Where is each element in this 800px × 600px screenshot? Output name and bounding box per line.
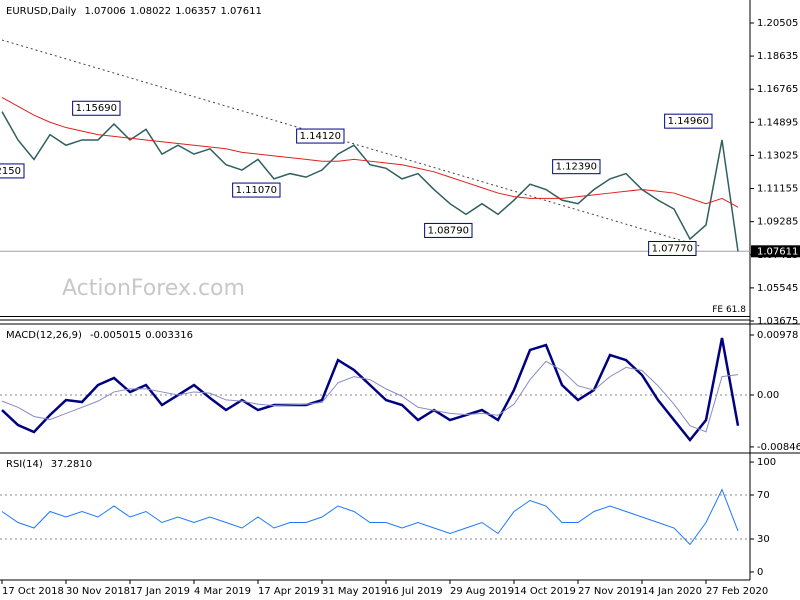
trendline: [1, 39, 701, 247]
y-tick-label: 70: [757, 490, 770, 501]
pane-readout: 37.2810: [51, 459, 92, 470]
pane-readout: 1.07006: [84, 6, 125, 17]
price-annotation: 1.08790: [428, 225, 469, 236]
pane-readout: -0.005015: [90, 330, 141, 341]
series-line: [1, 488, 739, 546]
current-price-box: [751, 245, 800, 258]
y-tick-label: 0: [757, 567, 763, 578]
x-tick-label: 17 Oct 2018: [2, 586, 64, 597]
annotation-box: [0, 163, 25, 179]
y-tick-label: -0.008464: [757, 442, 800, 453]
y-tick-label: 0.00978: [757, 330, 798, 341]
annotation-box: [648, 240, 697, 256]
pane-readout: 0.003316: [145, 330, 193, 341]
price-annotation: 1.12390: [556, 162, 597, 173]
price-annotation: 1.15690: [76, 103, 117, 114]
annotation-box: [664, 113, 713, 129]
series-line: [1, 337, 740, 443]
series-line: [1, 97, 739, 208]
y-tick-label: 1.11155: [757, 184, 798, 195]
pane-readout: 1.08022: [130, 6, 171, 17]
pane-readout: 1.06357: [175, 6, 216, 17]
price-annotation: 1.11070: [236, 185, 277, 196]
pane-title: MACD(12,26,9): [6, 330, 82, 341]
watermark: ActionForex.com: [62, 276, 245, 301]
x-tick-label: 27 Nov 2019: [578, 586, 642, 597]
x-tick-label: 16 Jul 2019: [386, 586, 443, 597]
y-tick-label: 30: [757, 534, 770, 545]
annotation-box: [296, 128, 345, 144]
pane-title: EURUSD,Daily: [6, 6, 77, 17]
x-tick-label: 27 Feb 2020: [706, 586, 768, 597]
pane-readout: 1.07611: [221, 6, 262, 17]
x-tick-label: 29 Aug 2019: [450, 586, 514, 597]
x-tick-label: 14 Jan 2020: [642, 586, 702, 597]
y-tick-label: 1.16765: [757, 84, 798, 95]
x-tick-label: 30 Nov 2018: [66, 586, 130, 597]
y-tick-label: 1.20505: [757, 18, 798, 29]
series-line: [1, 360, 739, 433]
y-tick-label: 1.03675: [757, 316, 798, 327]
annotation-box: [232, 182, 281, 198]
annotation-box: [424, 222, 473, 238]
price-annotation: 1.14120: [300, 131, 341, 142]
annotation-box: [552, 159, 601, 175]
current-price-label: 1.07611: [757, 246, 798, 257]
price-annotation: 1.07770: [652, 243, 693, 254]
price-annotation: 1.12150: [0, 166, 21, 177]
price-annotation: 1.14960: [668, 116, 709, 127]
x-tick-label: 4 Mar 2019: [194, 586, 251, 597]
y-tick-label: 1.18635: [757, 51, 798, 62]
x-tick-label: 31 May 2019: [322, 586, 387, 597]
y-tick-label: 1.14895: [757, 117, 798, 128]
y-tick-label: 1.13025: [757, 150, 798, 161]
y-tick-label: 1.05545: [757, 283, 798, 294]
x-tick-label: 14 Oct 2019: [514, 586, 576, 597]
series-line: [1, 111, 739, 252]
y-tick-label: 0.00: [757, 390, 779, 401]
x-tick-label: 17 Apr 2019: [258, 586, 320, 597]
x-tick-label: 17 Jan 2019: [130, 586, 190, 597]
fe-label: FE 61.8: [712, 305, 746, 315]
y-tick-label: 1.09285: [757, 217, 798, 228]
annotation-box: [72, 100, 121, 116]
y-tick-label: 100: [757, 457, 776, 468]
pane-title: RSI(14): [6, 459, 43, 470]
